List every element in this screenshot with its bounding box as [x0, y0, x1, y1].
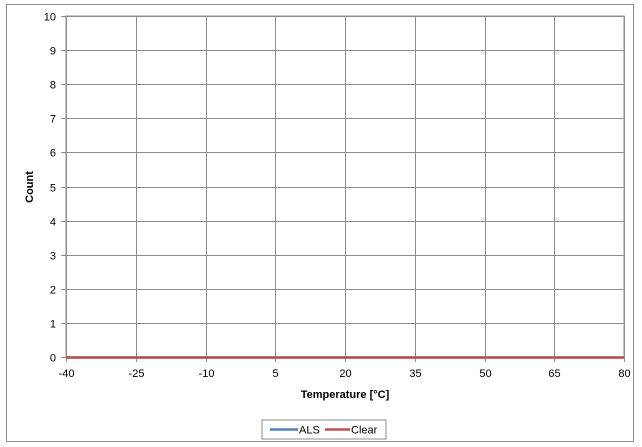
legend-label-als: ALS — [299, 425, 320, 437]
x-axis-title: Temperature [°C] — [301, 389, 390, 401]
y-tick-label: 2 — [50, 285, 56, 297]
y-tick-label: 3 — [50, 251, 56, 263]
legend-label-clear: Clear — [351, 425, 378, 437]
x-tick-label: 5 — [272, 368, 278, 380]
axes — [61, 15, 625, 362]
x-tick-label: 80 — [618, 368, 630, 380]
x-tick-label: 50 — [479, 368, 491, 380]
legend: ALS Clear — [261, 419, 387, 440]
y-tick-label: 4 — [50, 217, 56, 229]
tick-labels: 0 1 2 3 4 5 6 7 8 9 10 -40 -25 -10 5 20 35 50 65 80 — [44, 12, 631, 381]
x-tick-label: -10 — [199, 368, 215, 380]
x-tick-label: 35 — [409, 368, 421, 380]
y-tick-label: 0 — [50, 353, 56, 365]
legend-box — [261, 419, 387, 440]
x-tick-label: -25 — [129, 368, 145, 380]
y-tick-label: 9 — [50, 46, 56, 58]
y-tick-label: 8 — [50, 80, 56, 92]
grid — [66, 16, 625, 358]
y-tick-label: 7 — [50, 114, 56, 126]
y-tick-label: 10 — [44, 12, 56, 24]
x-tick-label: 65 — [548, 368, 560, 380]
y-tick-label: 6 — [50, 148, 56, 160]
y-axis-title: Count — [24, 171, 36, 203]
y-tick-label: 1 — [50, 319, 56, 331]
chart-frame — [6, 4, 634, 442]
x-tick-label: -40 — [59, 368, 75, 380]
x-tick-label: 20 — [339, 368, 351, 380]
y-tick-label: 5 — [50, 183, 56, 195]
